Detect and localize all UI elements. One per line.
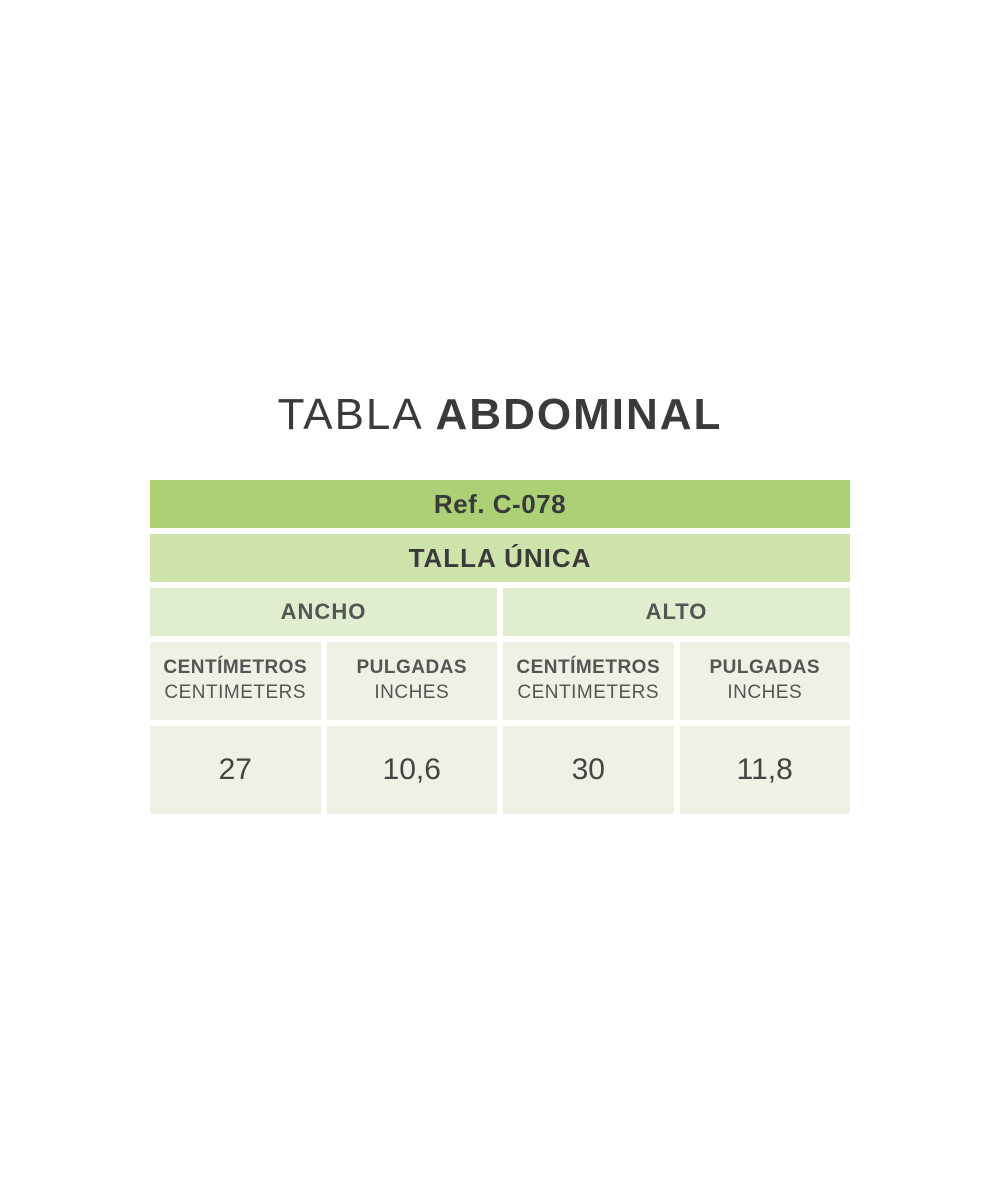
unit-primary: CENTÍMETROS bbox=[163, 656, 307, 681]
title-word-light: TABLA bbox=[278, 390, 436, 439]
dimension-header-ancho: ANCHO bbox=[150, 588, 497, 636]
title-word-bold: ABDOMINAL bbox=[436, 390, 723, 439]
unit-header: PULGADAS INCHES bbox=[327, 642, 498, 720]
unit-secondary: INCHES bbox=[374, 681, 449, 706]
unit-header: CENTÍMETROS CENTIMETERS bbox=[503, 642, 674, 720]
value-cell: 10,6 bbox=[327, 726, 498, 814]
dimension-header-alto: ALTO bbox=[503, 588, 850, 636]
size-row: TALLA ÚNICA bbox=[150, 534, 850, 582]
value-cell: 30 bbox=[503, 726, 674, 814]
unit-primary: PULGADAS bbox=[709, 656, 820, 681]
unit-header: PULGADAS INCHES bbox=[680, 642, 851, 720]
value-cell: 11,8 bbox=[680, 726, 851, 814]
value-cell: 27 bbox=[150, 726, 321, 814]
reference-row: Ref. C-078 bbox=[150, 480, 850, 528]
unit-secondary: CENTIMETERS bbox=[164, 681, 306, 706]
page-title: TABLA ABDOMINAL bbox=[278, 390, 723, 440]
unit-secondary: CENTIMETERS bbox=[517, 681, 659, 706]
unit-primary: CENTÍMETROS bbox=[516, 656, 660, 681]
unit-header: CENTÍMETROS CENTIMETERS bbox=[150, 642, 321, 720]
unit-primary: PULGADAS bbox=[356, 656, 467, 681]
size-table: Ref. C-078 TALLA ÚNICA ANCHO ALTO CENTÍM… bbox=[150, 480, 850, 814]
unit-secondary: INCHES bbox=[727, 681, 802, 706]
